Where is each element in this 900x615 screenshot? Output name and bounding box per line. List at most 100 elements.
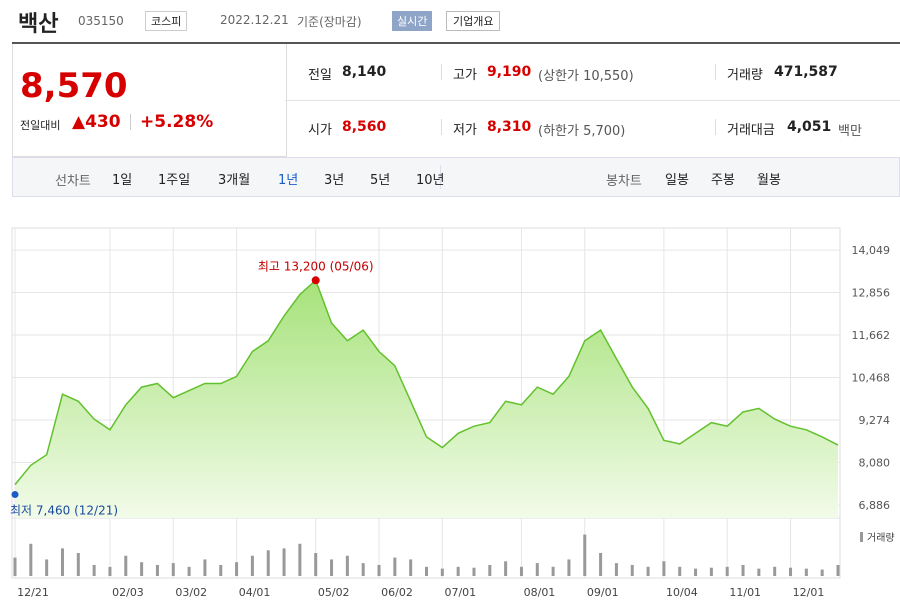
volume-bar — [314, 553, 318, 576]
low-value-label: 7,460 — [36, 504, 70, 518]
change-rate: +5.28% — [140, 112, 214, 132]
volume-bar — [789, 567, 793, 576]
x-tick-label: 07/01 — [444, 586, 476, 599]
volume-bar — [345, 555, 349, 576]
candle-tab[interactable]: 주봉 — [711, 173, 735, 188]
volume-bar — [504, 561, 508, 576]
volume-bar — [187, 566, 191, 576]
cell-label: 거래대금 — [727, 123, 775, 138]
volume-bar — [773, 566, 777, 576]
change-value: 430 — [85, 112, 121, 132]
volume-bar — [76, 553, 80, 576]
volume-bar — [29, 543, 33, 576]
period-tab[interactable]: 10년 — [416, 173, 445, 188]
volume-bar — [662, 561, 666, 576]
volume-bar — [425, 566, 428, 576]
x-tick-label: 10/04 — [666, 586, 698, 599]
volume-bar — [250, 555, 254, 576]
high-annotation: 최고 13,200 (05/06) — [258, 259, 374, 273]
x-tick-label: 11/01 — [729, 586, 761, 599]
volume-bar — [409, 559, 413, 576]
high-date: (05/06) — [330, 259, 374, 273]
volume-bar — [456, 566, 460, 576]
volume-bar — [219, 564, 223, 576]
period-tab[interactable]: 1주일 — [158, 173, 191, 188]
volume-bar — [646, 566, 650, 576]
cell-value: 9,190 — [487, 64, 532, 80]
volume-bar — [599, 553, 603, 576]
x-tick-label: 03/02 — [175, 586, 207, 599]
volume-bar — [440, 568, 444, 576]
volume-bar — [92, 564, 96, 576]
cell-label: 고가 — [453, 68, 477, 83]
volume-bar — [709, 567, 713, 576]
cell-label: 저가 — [453, 123, 477, 138]
x-tick-label: 02/03 — [112, 586, 144, 599]
cell-value: 8,310 — [487, 119, 532, 135]
volume-bar — [60, 548, 64, 576]
low-annotation: 최저 7,460 (12/21) — [10, 504, 118, 518]
volume-bar — [282, 548, 286, 576]
volume-bar — [535, 563, 539, 576]
company-button[interactable]: 기업개요 — [446, 11, 501, 31]
y-tick-label: 9,274 — [859, 414, 891, 427]
volume-bar — [155, 564, 159, 576]
x-tick-label: 12/21 — [17, 586, 49, 599]
legend-label: 거래량 — [867, 532, 895, 544]
stock-code: 035150 — [78, 14, 124, 28]
high-value-label: 13,200 — [284, 259, 326, 273]
cell-label: 시가 — [308, 123, 332, 138]
volume-bar — [45, 559, 49, 576]
realtime-button[interactable]: 실시간 — [392, 11, 433, 31]
row-sep — [285, 100, 900, 101]
volume-bar — [377, 564, 381, 576]
x-tick-label: 12/01 — [793, 586, 825, 599]
divider — [12, 42, 900, 44]
tab-sep — [440, 165, 441, 189]
cell-note: (상한가 10,550) — [538, 69, 634, 84]
date: 2022.12.21 — [220, 13, 289, 27]
period-tab[interactable]: 3개월 — [218, 173, 251, 188]
volume-bar — [804, 568, 808, 576]
x-tick-label: 04/01 — [239, 586, 271, 599]
y-tick-label: 14,049 — [852, 244, 891, 257]
candle-tab[interactable]: 월봉 — [757, 173, 781, 188]
volume-bar — [614, 563, 618, 576]
high-marker — [311, 276, 320, 285]
cell-label: 거래량 — [727, 68, 763, 83]
low-marker — [11, 491, 19, 499]
y-tick-label: 6,886 — [859, 499, 891, 512]
y-tick-label: 10,468 — [852, 372, 891, 385]
legend-swatch — [860, 532, 863, 542]
period-tab[interactable]: 1년 — [278, 173, 299, 188]
volume-bar — [108, 566, 112, 576]
period-tab[interactable]: 3년 — [324, 173, 345, 188]
volume-bar — [171, 563, 175, 576]
cell-note: 백만 — [838, 124, 862, 139]
volume-bar — [757, 568, 761, 576]
volume-bar — [567, 559, 571, 576]
price-area — [15, 280, 838, 518]
volume-bar — [741, 564, 745, 576]
period-tab[interactable]: 5년 — [370, 173, 391, 188]
cell-value: 4,051 — [787, 119, 832, 135]
low-date: (12/21) — [74, 504, 118, 518]
volume-bar — [630, 564, 634, 576]
chart: 6,886 8,080 9,274 10,468 11,662 12,856 14,049 1… — [10, 227, 895, 599]
change-label: 전일대비 — [20, 119, 61, 132]
period-tab[interactable]: 1일 — [112, 173, 133, 188]
y-tick-label: 12,856 — [852, 287, 891, 300]
y-tick-label: 8,080 — [859, 456, 891, 469]
stock-name: 백산 — [18, 12, 59, 37]
candle-tab[interactable]: 일봉 — [665, 173, 689, 188]
basis: 기준(장마감) — [297, 15, 362, 29]
cell-sep — [441, 64, 442, 80]
change: ▲430 — [72, 112, 121, 132]
sep — [130, 114, 131, 130]
cell-label: 전일 — [308, 68, 332, 83]
volume-bar — [836, 564, 840, 576]
volume-bar — [203, 559, 207, 576]
volume-bar — [694, 568, 698, 576]
volume-bar — [820, 569, 824, 576]
